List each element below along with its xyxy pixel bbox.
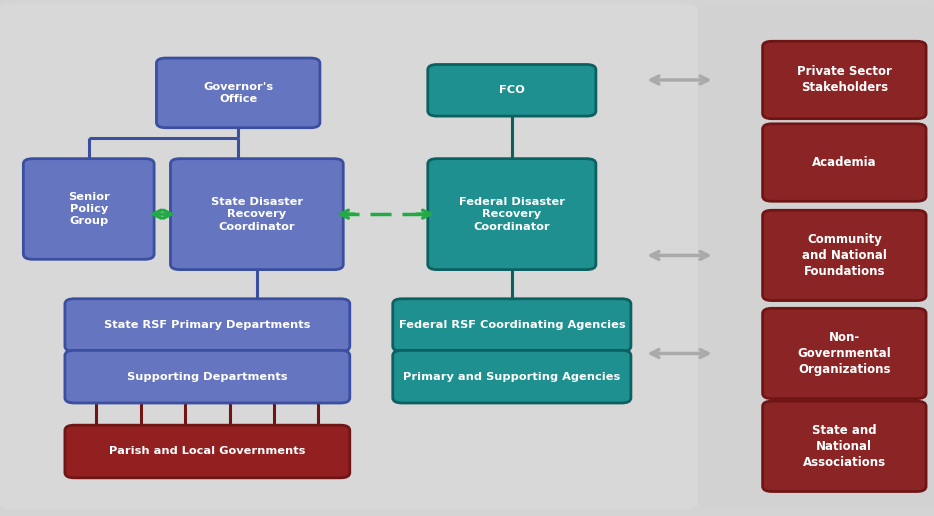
FancyBboxPatch shape: [0, 4, 699, 510]
FancyBboxPatch shape: [428, 64, 596, 116]
FancyBboxPatch shape: [762, 41, 927, 119]
FancyBboxPatch shape: [428, 159, 596, 270]
FancyBboxPatch shape: [65, 425, 350, 478]
Text: Parish and Local Governments: Parish and Local Governments: [109, 446, 305, 457]
Text: FCO: FCO: [499, 85, 525, 95]
Text: State Disaster
Recovery
Coordinator: State Disaster Recovery Coordinator: [211, 197, 303, 232]
FancyBboxPatch shape: [65, 299, 350, 351]
FancyBboxPatch shape: [393, 350, 631, 403]
Text: Governor's
Office: Governor's Office: [203, 82, 274, 104]
FancyBboxPatch shape: [170, 159, 344, 270]
Text: State and
National
Associations: State and National Associations: [803, 424, 885, 469]
FancyBboxPatch shape: [762, 124, 927, 201]
Text: Primary and Supporting Agencies: Primary and Supporting Agencies: [403, 372, 620, 382]
Text: Supporting Departments: Supporting Departments: [127, 372, 288, 382]
FancyBboxPatch shape: [762, 309, 927, 398]
Text: Private Sector
Stakeholders: Private Sector Stakeholders: [797, 66, 892, 94]
Text: Federal RSF Coordinating Agencies: Federal RSF Coordinating Agencies: [399, 320, 625, 330]
Text: Non-
Governmental
Organizations: Non- Governmental Organizations: [798, 331, 891, 376]
Text: Academia: Academia: [812, 156, 877, 169]
FancyBboxPatch shape: [157, 58, 319, 128]
Text: Federal Disaster
Recovery
Coordinator: Federal Disaster Recovery Coordinator: [459, 197, 565, 232]
FancyBboxPatch shape: [698, 5, 934, 508]
FancyBboxPatch shape: [393, 299, 631, 351]
Text: Community
and National
Foundations: Community and National Foundations: [802, 233, 886, 278]
Text: State RSF Primary Departments: State RSF Primary Departments: [105, 320, 310, 330]
FancyBboxPatch shape: [762, 401, 927, 491]
Text: Senior
Policy
Group: Senior Policy Group: [68, 191, 109, 227]
FancyBboxPatch shape: [65, 350, 350, 403]
FancyBboxPatch shape: [762, 211, 927, 300]
FancyBboxPatch shape: [23, 159, 154, 260]
